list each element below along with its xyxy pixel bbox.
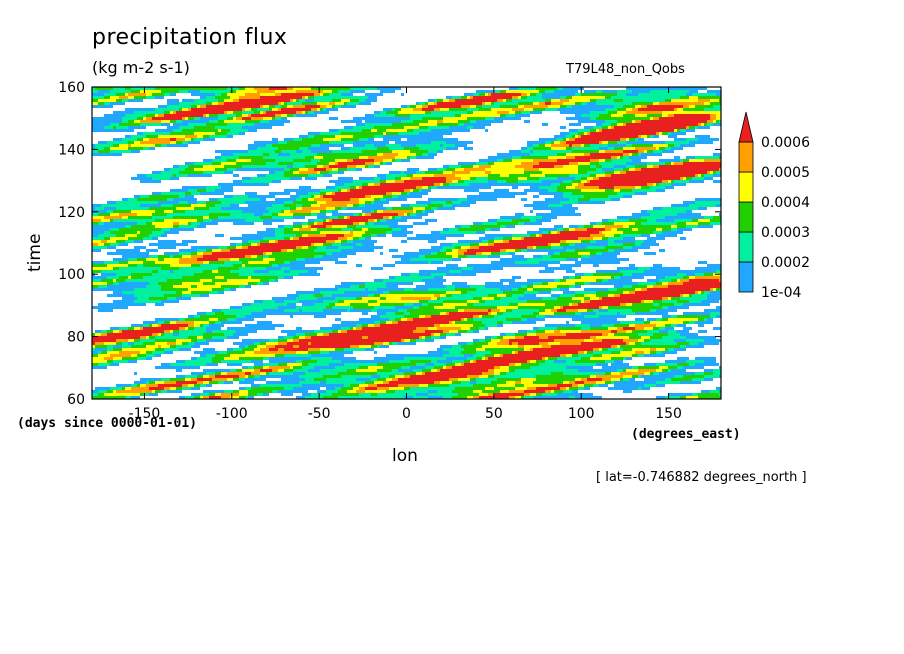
y-tick-label: 100 <box>58 267 85 283</box>
y-tick-label: 60 <box>67 392 85 408</box>
x-axis-units: (degrees_east) <box>631 427 741 442</box>
chart-units: (kg m-2 s-1) <box>92 58 190 77</box>
colorbar-swatch <box>738 171 754 203</box>
x-tick-label: -150 <box>129 406 161 422</box>
colorbar-label: 0.0002 <box>761 255 810 271</box>
y-tick-label: 120 <box>58 205 85 221</box>
x-tick-label: 0 <box>402 406 411 422</box>
y-axis-units: (days since 0000-01-01) <box>17 416 198 431</box>
x-tick-label: -100 <box>216 406 248 422</box>
x-tick-label: 100 <box>568 406 595 422</box>
colorbar-label: 0.0003 <box>761 225 810 241</box>
colorbar-label: 0.0005 <box>761 165 810 181</box>
colorbar-swatch <box>738 201 754 233</box>
colorbar-label: 0.0006 <box>761 135 810 151</box>
x-tick-label: 150 <box>655 406 682 422</box>
colorbar-label: 0.0004 <box>761 195 810 211</box>
dataset-label: T79L48_non_Qobs <box>566 62 685 77</box>
latitude-note: [ lat=-0.746882 degrees_north ] <box>596 470 807 485</box>
colorbar-triangle <box>738 111 754 143</box>
colorbar-swatch <box>738 231 754 263</box>
x-tick-label: -50 <box>308 406 331 422</box>
y-tick-label: 160 <box>58 80 85 96</box>
chart-title: precipitation flux <box>92 25 288 50</box>
colorbar-swatch <box>738 261 754 293</box>
y-tick-label: 80 <box>67 330 85 346</box>
colorbar-swatch <box>738 141 754 173</box>
x-tick-label: 50 <box>485 406 503 422</box>
y-tick-label: 140 <box>58 142 85 158</box>
colorbar-label: 1e-04 <box>761 285 801 301</box>
x-axis-label: lon <box>392 446 418 466</box>
precip-field <box>92 87 721 399</box>
